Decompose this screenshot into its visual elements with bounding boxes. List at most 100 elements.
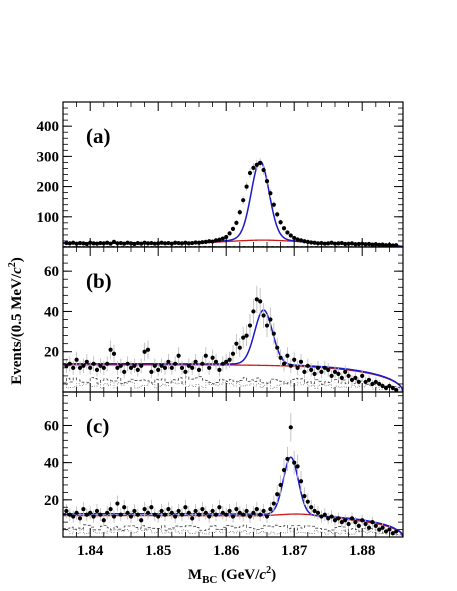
data-point [125, 240, 130, 245]
data-point [145, 241, 151, 246]
data-point [84, 241, 89, 247]
data-point [142, 349, 147, 354]
data-point [81, 363, 86, 368]
data-point [241, 335, 246, 340]
data-point [251, 165, 256, 170]
data-point [94, 367, 100, 372]
data-point [145, 510, 151, 515]
data-point [186, 363, 191, 368]
data-point [349, 377, 355, 383]
data-point [183, 505, 188, 510]
data-point [298, 479, 304, 484]
data-point [224, 359, 229, 364]
data-point [217, 237, 222, 242]
data-point [326, 367, 331, 372]
data-point [346, 521, 351, 527]
data-point [108, 241, 113, 246]
data-point [346, 373, 351, 378]
panel-1: 20 40 60 (b) [44, 246, 404, 393]
data-point [67, 512, 72, 517]
data-point [125, 510, 130, 515]
data-point [254, 162, 259, 167]
data-point [166, 359, 171, 364]
data-point [326, 516, 331, 521]
data-point [88, 365, 93, 370]
data-point [173, 240, 178, 245]
data-point [237, 510, 242, 515]
hist-dashed-1 [63, 376, 403, 389]
y-tick-label: 400 [37, 119, 60, 135]
data-point [179, 365, 185, 370]
data-point [349, 241, 355, 246]
data-point [390, 243, 395, 247]
data-point [261, 167, 266, 173]
data-point [377, 242, 382, 247]
y-tick-label: 60 [44, 264, 59, 280]
data-point [94, 508, 100, 514]
data-point [176, 240, 181, 246]
data-point [94, 241, 100, 246]
x-tick-label: 1.87 [281, 543, 308, 559]
data-point [152, 241, 157, 246]
data-point [278, 355, 283, 360]
data-point [64, 363, 69, 368]
data-point [329, 514, 334, 519]
data-point [319, 514, 324, 519]
data-point [186, 241, 191, 246]
panel-frame-0 [62, 101, 404, 248]
data-point [356, 379, 361, 385]
data-point [244, 184, 249, 189]
data-point [390, 385, 395, 391]
data-point [343, 241, 348, 247]
data-point [193, 240, 198, 245]
data-point [258, 299, 263, 304]
data-point [366, 241, 372, 247]
x-axis-title-unit-open: (GeV/ [217, 567, 260, 583]
data-point [108, 507, 113, 512]
data-point [159, 240, 164, 245]
data-point [309, 505, 314, 510]
data-point [264, 514, 270, 519]
data-point [302, 239, 307, 244]
x-axis-title-main: M [188, 567, 202, 583]
data-point [135, 240, 140, 246]
data-point [383, 243, 389, 247]
data-point [200, 361, 205, 366]
data-point [305, 363, 310, 368]
data-point [111, 351, 117, 356]
data-point [258, 160, 263, 166]
data-point [315, 241, 321, 246]
data-point [349, 516, 355, 521]
data-point [319, 369, 324, 374]
data-point [230, 514, 236, 519]
data-point [251, 510, 256, 515]
data-point [67, 241, 72, 246]
data-point [166, 507, 171, 512]
data-point [213, 359, 219, 364]
data-point [312, 508, 317, 514]
data-point [162, 241, 168, 246]
data-point [241, 512, 246, 517]
data-point [254, 507, 259, 512]
data-point [179, 241, 185, 246]
total-fit-curve-0 [63, 160, 403, 247]
data-point [190, 516, 195, 521]
data-point [366, 377, 372, 383]
data-point [98, 240, 103, 246]
data-point [251, 309, 256, 314]
data-point [315, 510, 321, 515]
data-point [71, 514, 76, 519]
data-point [380, 525, 385, 530]
data-point [145, 347, 151, 352]
data-point [288, 425, 293, 430]
y-tick-label: 100 [37, 210, 60, 226]
x-tick-label: 1.84 [77, 543, 104, 559]
data-point [77, 516, 83, 521]
data-point [156, 367, 161, 372]
data-point [77, 365, 83, 370]
y-tick-label: 300 [37, 149, 60, 165]
data-point [122, 505, 127, 510]
data-point [139, 241, 144, 246]
data-point [156, 514, 161, 519]
data-point [200, 240, 205, 245]
